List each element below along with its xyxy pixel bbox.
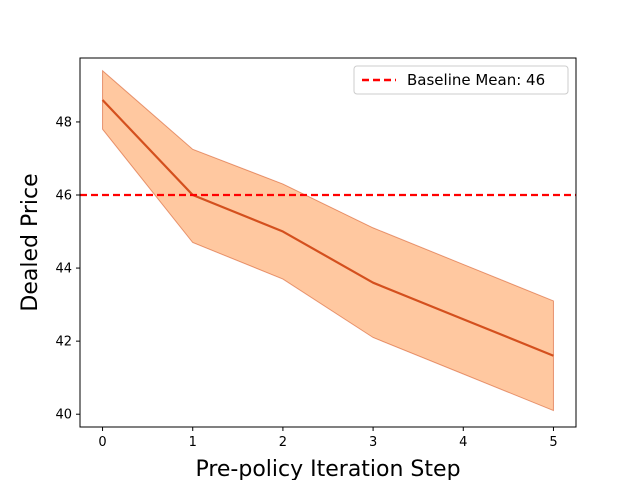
y-tick-label: 42 <box>55 335 72 350</box>
plot-frame <box>79 57 577 428</box>
y-tick-label: 48 <box>55 115 72 130</box>
x-tick-label: 4 <box>459 435 467 450</box>
confidence-band <box>102 69 554 412</box>
y-axis-label: Dealed Price <box>18 173 43 311</box>
legend: Baseline Mean: 46 <box>353 65 569 95</box>
x-tick-label: 3 <box>369 435 377 450</box>
legend-label-baseline: Baseline Mean: 46 <box>407 71 545 89</box>
legend-box <box>353 65 569 95</box>
x-axis-label: Pre-policy Iteration Step <box>195 457 460 480</box>
x-tick-label: 0 <box>98 435 106 450</box>
axis-ticks: 0 1 2 3 4 5 40 42 44 46 48 <box>55 115 557 450</box>
y-tick-label: 40 <box>55 408 72 423</box>
y-tick-label: 44 <box>55 262 72 277</box>
plot-area <box>80 69 576 412</box>
y-tick-label: 46 <box>55 189 72 204</box>
x-tick-label: 1 <box>189 435 197 450</box>
series-line <box>101 99 554 357</box>
x-tick-label: 2 <box>279 435 287 450</box>
x-tick-label: 5 <box>549 435 557 450</box>
